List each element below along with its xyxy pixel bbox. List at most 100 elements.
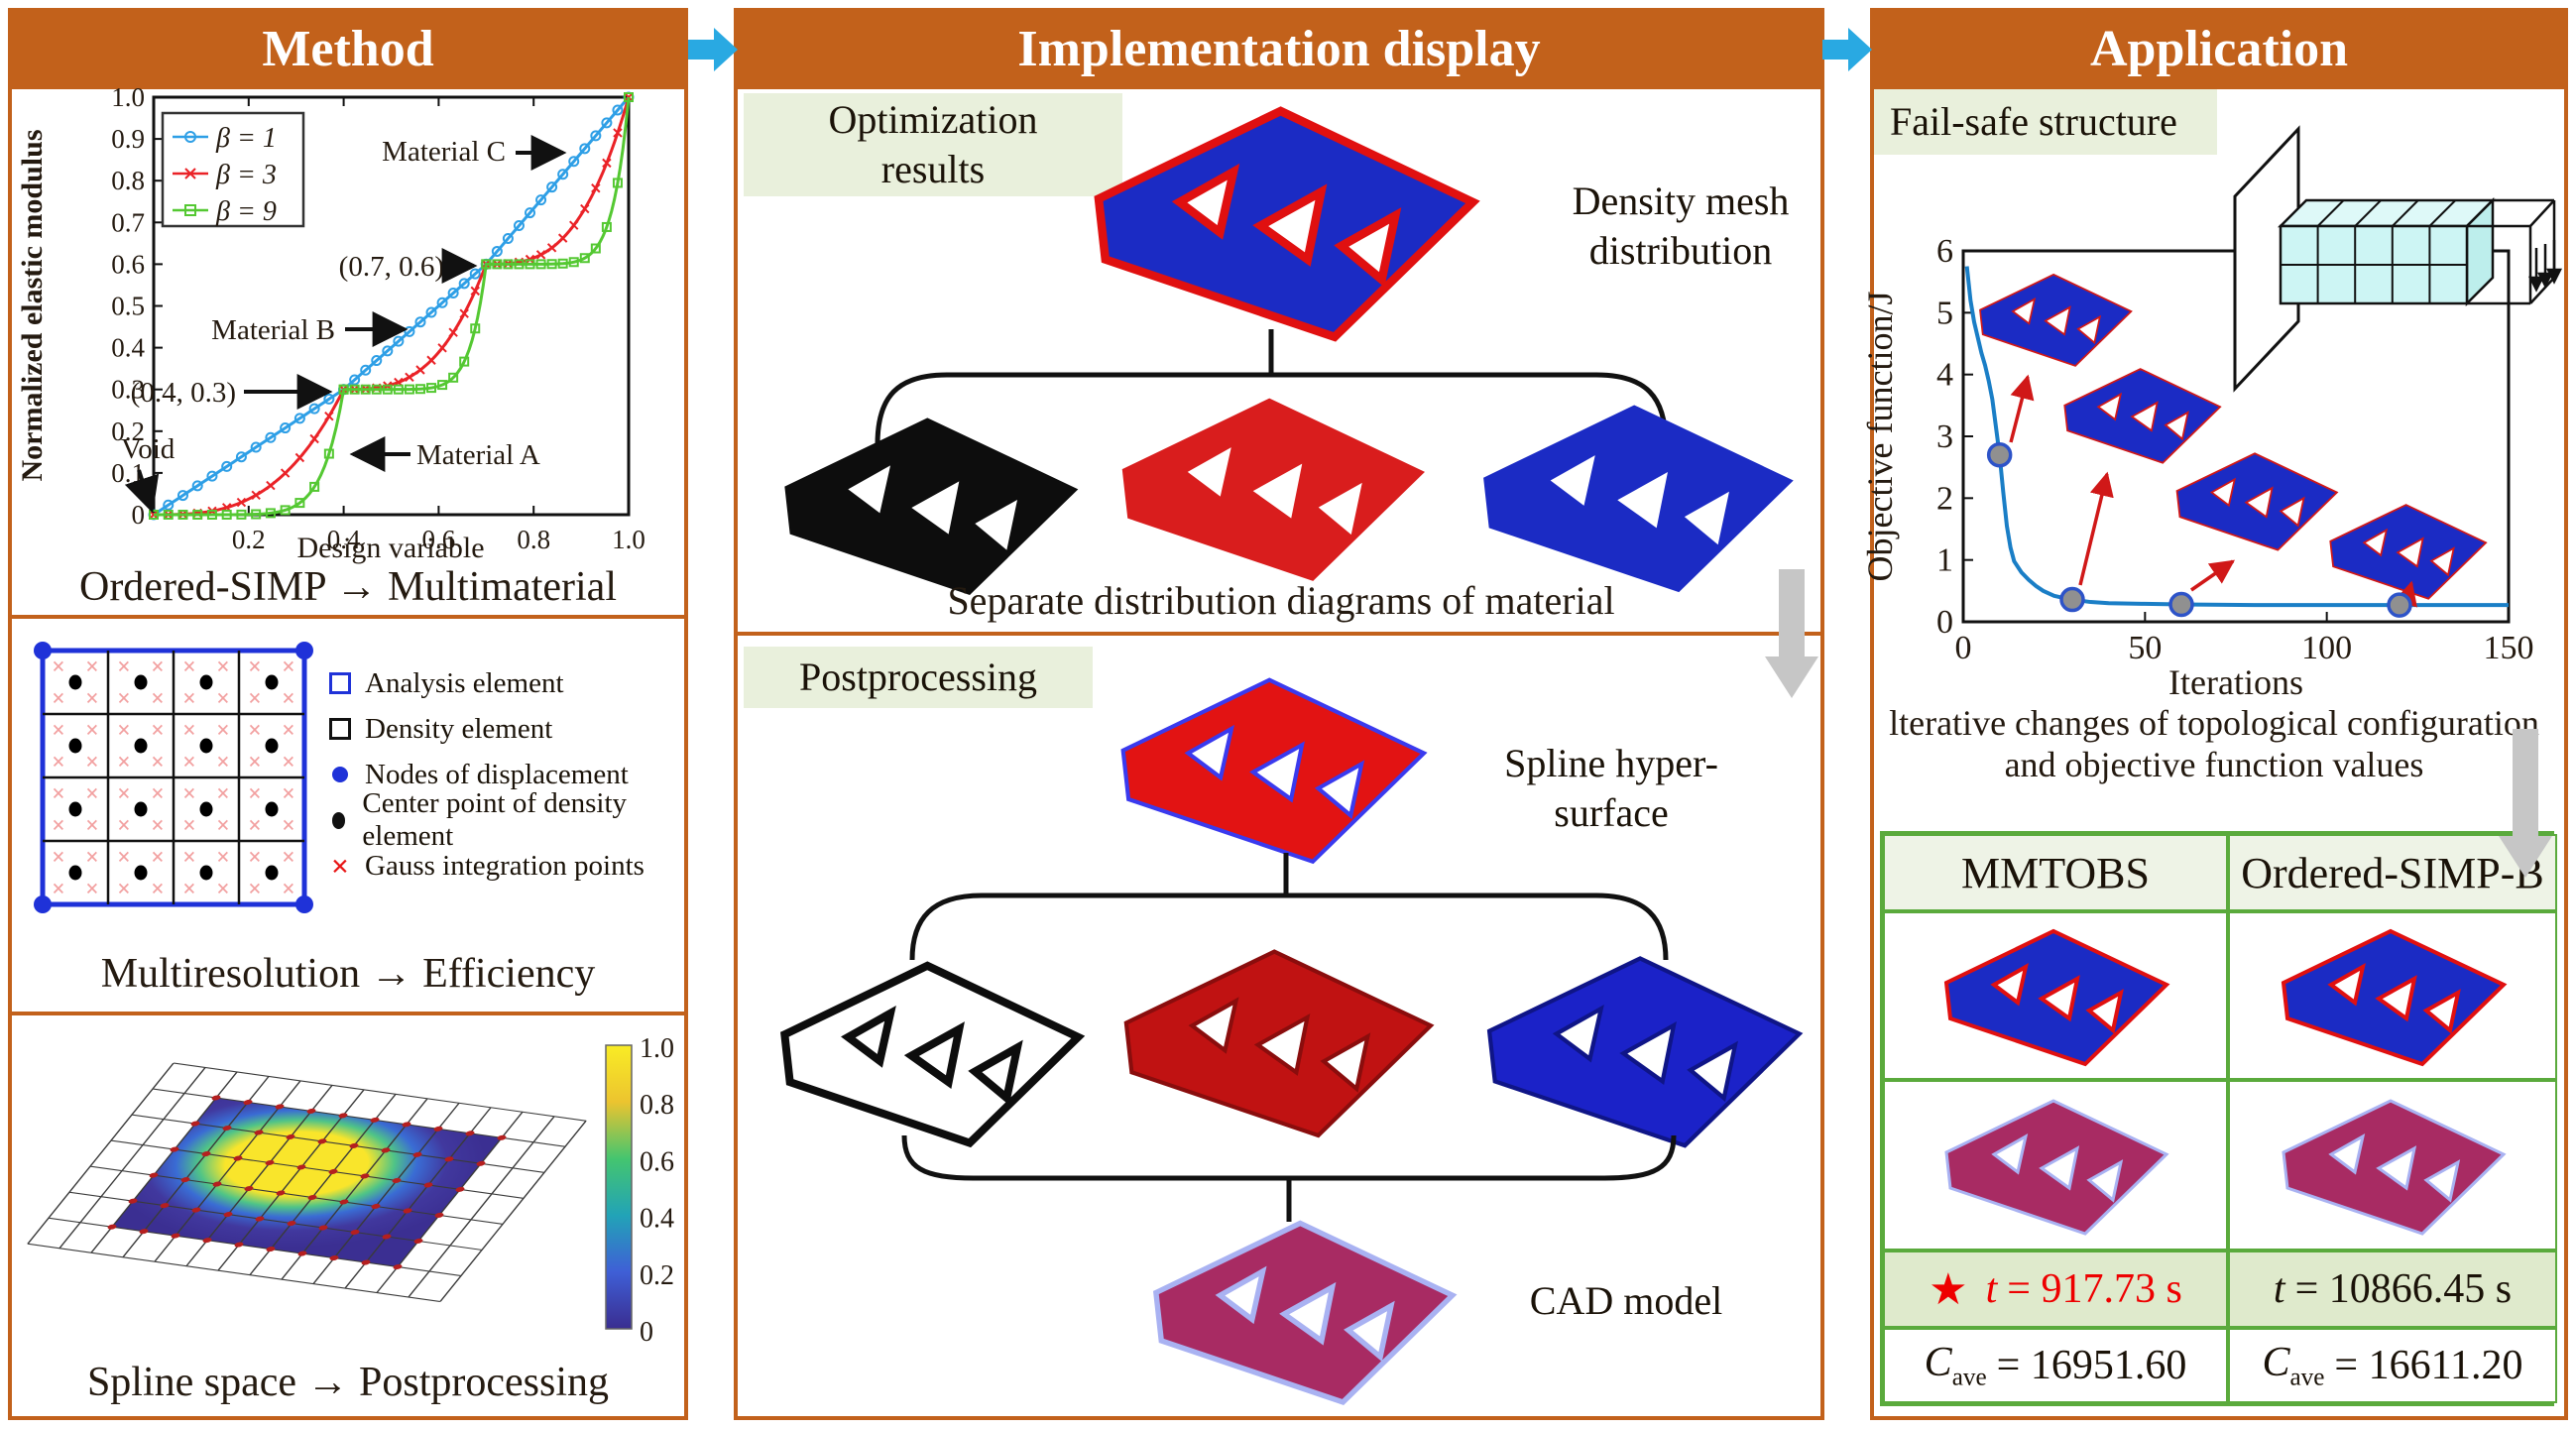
- split-brace: [875, 329, 1669, 445]
- optimization-results-label: Optimization results: [744, 93, 1122, 196]
- svg-text:100: 100: [2301, 630, 2352, 666]
- svg-text:×: ×: [117, 718, 131, 744]
- label-line: Density mesh: [1572, 179, 1790, 223]
- svg-text:β = 9: β = 9: [215, 196, 277, 227]
- svg-text:×: ×: [248, 718, 262, 744]
- density-mesh-label: Density mesh distribution: [1512, 177, 1849, 276]
- table-cell-mmtobs-time: ★ t = 917.73 s: [1883, 1251, 2228, 1328]
- time-variable: t: [2273, 1266, 2285, 1312]
- table-cell-ordered-cave: Cave = 16611.20: [2228, 1328, 2557, 1403]
- cave-value: = 16951.60: [1996, 1343, 2187, 1388]
- svg-text:×: ×: [182, 877, 196, 902]
- failsafe-label: Fail-safe structure: [1874, 89, 2217, 155]
- svg-text:6: 6: [1936, 233, 1953, 270]
- iter-caption-line1: lterative changes of topological configu…: [1889, 703, 2539, 743]
- svg-text:×: ×: [182, 750, 196, 775]
- label-line: distribution: [1588, 228, 1773, 273]
- panel-application-title: Application: [1874, 12, 2564, 89]
- iter-caption-line2: and objective function values: [2004, 745, 2424, 784]
- smooth-structure-image: [2282, 1099, 2506, 1236]
- smooth-material-a-structure: [771, 950, 1089, 1153]
- svg-text:×: ×: [117, 845, 131, 871]
- table-cell-ordered-cad: [2228, 1080, 2557, 1251]
- node-dot-icon: [332, 767, 348, 782]
- svg-text:Material A: Material A: [416, 439, 540, 471]
- material-b-structure: [1121, 398, 1425, 581]
- panel-implementation-title: Implementation display: [738, 12, 1820, 89]
- multiresolution-grid: × × × × × × × × × × × × × × × × × × × × × × × × × × × × × × × × × × × × × × × ×…: [34, 642, 313, 913]
- svg-text:×: ×: [52, 781, 65, 807]
- time-value: = 10866.45 s: [2294, 1266, 2513, 1312]
- svg-text:β = 1: β = 1: [215, 123, 277, 154]
- method-caption-multires: Multiresolution → Efficiency: [100, 951, 596, 997]
- svg-text:×: ×: [282, 655, 295, 680]
- svg-text:×: ×: [248, 655, 262, 680]
- svg-text:(0.4, 0.3): (0.4, 0.3): [131, 377, 236, 409]
- cad-model-label: CAD model: [1529, 1278, 1723, 1323]
- svg-text:×: ×: [216, 718, 230, 744]
- svg-text:Material B: Material B: [211, 314, 335, 346]
- cave-value: = 16611.20: [2334, 1343, 2523, 1388]
- svg-text:×: ×: [151, 781, 165, 807]
- svg-text:×: ×: [52, 718, 65, 744]
- svg-text:0.4: 0.4: [640, 1204, 674, 1235]
- svg-text:×: ×: [117, 655, 131, 680]
- comparison-table: MMTOBS Ordered-SIMP-B: [1880, 831, 2557, 1406]
- svg-text:×: ×: [151, 655, 165, 680]
- material-a-structure: [784, 417, 1079, 595]
- svg-text:0.8: 0.8: [111, 166, 145, 195]
- svg-text:1: 1: [1936, 542, 1953, 579]
- svg-text:0.9: 0.9: [111, 124, 145, 154]
- flow-arrow-icon: [688, 28, 738, 71]
- svg-text:×: ×: [85, 877, 99, 902]
- svg-text:Normalized elastic modulus: Normalized elastic modulus: [16, 130, 49, 482]
- flow-arrow-icon: [1822, 28, 1872, 71]
- svg-text:×: ×: [216, 750, 230, 775]
- svg-text:5: 5: [1936, 295, 1953, 331]
- svg-text:×: ×: [85, 718, 99, 744]
- legend-item: Analysis element: [329, 660, 686, 706]
- svg-text:(0.7, 0.6): (0.7, 0.6): [339, 251, 444, 283]
- svg-text:×: ×: [85, 655, 99, 680]
- svg-text:0.4: 0.4: [111, 333, 145, 363]
- svg-text:0.6: 0.6: [640, 1146, 674, 1177]
- cad-model-structure: [1099, 1210, 1507, 1410]
- svg-text:3: 3: [1936, 418, 1953, 455]
- svg-text:×: ×: [85, 781, 99, 807]
- svg-text:0: 0: [1955, 630, 1972, 666]
- section-divider: [12, 1012, 684, 1015]
- svg-text:×: ×: [248, 781, 262, 807]
- svg-text:β = 3: β = 3: [215, 160, 277, 190]
- cantilever-sketch: [2233, 125, 2563, 393]
- svg-text:×: ×: [182, 686, 196, 712]
- svg-text:×: ×: [85, 686, 99, 712]
- svg-text:×: ×: [52, 655, 65, 680]
- label-line: results: [880, 147, 986, 191]
- svg-text:×: ×: [85, 813, 99, 839]
- svg-text:×: ×: [151, 813, 165, 839]
- svg-text:50: 50: [2128, 630, 2162, 666]
- svg-text:×: ×: [282, 686, 295, 712]
- grid-legend: Analysis element Density element Nodes o…: [329, 660, 686, 889]
- legend-item: Center point of density element: [329, 787, 686, 852]
- svg-text:×: ×: [117, 750, 131, 775]
- legend-item: Density element: [329, 706, 686, 752]
- spline-hypersurface-label: Spline hyper- surface: [1482, 739, 1740, 838]
- svg-text:×: ×: [182, 845, 196, 871]
- svg-text:2: 2: [1936, 480, 1953, 517]
- label-line: Optimization: [828, 97, 1038, 142]
- svg-text:Iterations: Iterations: [2168, 662, 2303, 702]
- method-caption-simp: Ordered-SIMP → Multimaterial: [78, 564, 617, 610]
- svg-text:0.2: 0.2: [232, 525, 266, 554]
- postprocessing-label: Postprocessing: [744, 647, 1093, 708]
- material-c-structure: [1483, 405, 1794, 593]
- time-variable: t: [1985, 1266, 1998, 1312]
- cave-variable: Cave: [1924, 1340, 1987, 1391]
- svg-text:×: ×: [117, 781, 131, 807]
- svg-text:×: ×: [248, 845, 262, 871]
- label-line: Spline hyper-: [1504, 741, 1718, 785]
- svg-text:Objective function/J: Objective function/J: [1860, 292, 1900, 582]
- legend-label: Analysis element: [365, 666, 564, 699]
- density-mesh-structure: [1066, 94, 1502, 347]
